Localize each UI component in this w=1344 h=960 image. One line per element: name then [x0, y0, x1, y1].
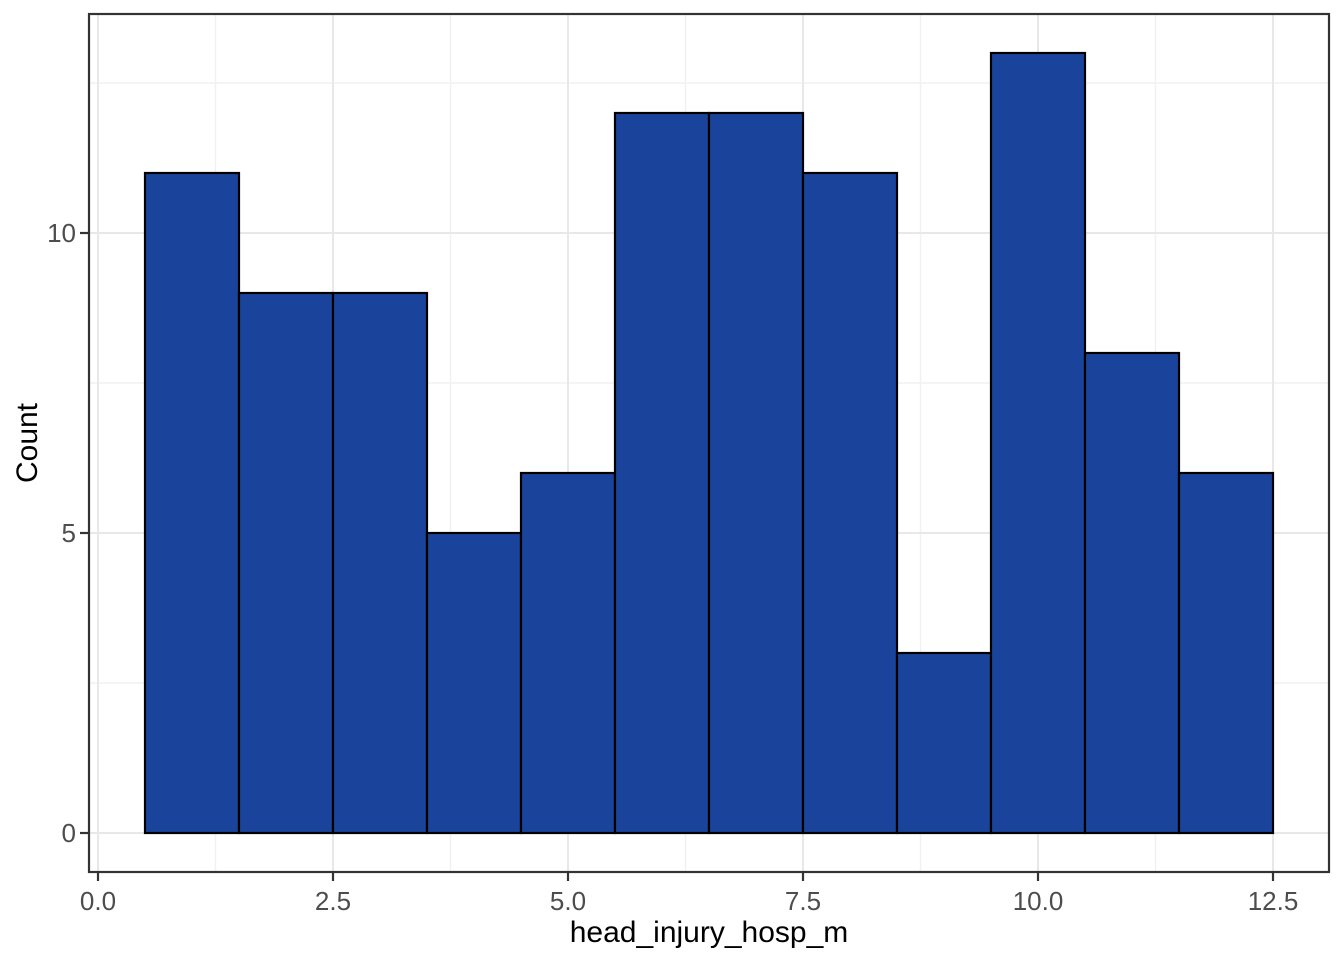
- histogram-bar: [237, 291, 335, 835]
- x-tick-label: 12.5: [1248, 886, 1299, 916]
- histogram-bar: [707, 111, 805, 835]
- y-axis-title-wrap: Count: [2, 14, 54, 872]
- x-tick-label: 2.5: [315, 886, 351, 916]
- y-axis-title: Count: [11, 402, 44, 484]
- x-tick-label: 5.0: [550, 886, 586, 916]
- histogram-bar: [143, 171, 241, 835]
- panel-border: [87, 12, 1331, 874]
- x-tick-label: 10.0: [1013, 886, 1064, 916]
- histogram-bar: [801, 171, 899, 835]
- x-tick-label: 0.0: [80, 886, 116, 916]
- y-tick-label: 0: [62, 818, 76, 848]
- histogram-bar: [1083, 351, 1181, 835]
- x-axis-title: head_injury_hosp_m: [569, 916, 849, 949]
- histogram-bar: [895, 651, 993, 835]
- histogram-bar: [989, 51, 1087, 835]
- y-tick-label: 10: [47, 218, 76, 248]
- histogram-bar: [1177, 471, 1275, 835]
- y-tick-label: 5: [62, 518, 76, 548]
- histogram-bar: [519, 471, 617, 835]
- histogram-bar: [331, 291, 429, 835]
- x-tick-label: 7.5: [785, 886, 821, 916]
- histogram-bar: [613, 111, 711, 835]
- histogram-bar: [425, 531, 523, 835]
